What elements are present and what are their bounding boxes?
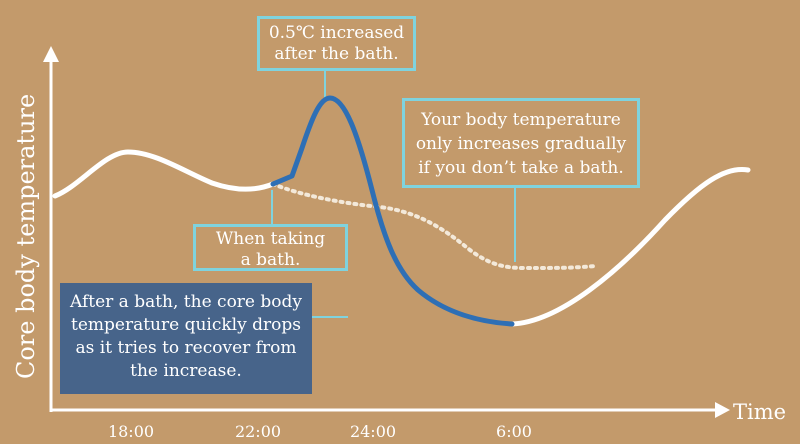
drop-annotation-line: temperature quickly drops (71, 315, 301, 335)
drop-annotation-line: as it tries to recover from (75, 338, 297, 358)
x-tick-label: 22:00 (235, 422, 281, 441)
peak-annotation: 0.5℃ increased after the bath. (257, 16, 416, 71)
taking-bath-annotation-line: a bath. (240, 250, 301, 270)
taking-bath-annotation-line: When taking (215, 229, 326, 249)
taking-bath-annotation: When taking a bath. (193, 224, 348, 271)
x-tick-label: 6:00 (496, 422, 532, 441)
drop-annotation: After a bath, the core body temperature … (60, 283, 312, 394)
x-tick-label: 18:00 (108, 422, 154, 441)
peak-annotation-line: after the bath. (274, 44, 399, 64)
no-bath-temperature-curve (271, 182, 597, 271)
peak-annotation-line: 0.5℃ increased (268, 23, 405, 43)
bath-temperature-curve (270, 95, 515, 327)
gradual-annotation-line: Your body temperature (421, 110, 621, 130)
gradual-annotation-line: only increases gradually (415, 134, 627, 154)
drop-annotation-line: After a bath, the core body (69, 292, 303, 312)
y-axis-label: Core body temperature (12, 94, 40, 379)
x-axis-label: Time (733, 400, 786, 424)
gradual-annotation-line: if you don’t take a bath. (418, 158, 624, 178)
normal-temperature-curve-recovery (509, 166, 751, 327)
normal-temperature-curve (52, 149, 276, 199)
x-axis-arrow (715, 402, 730, 418)
drop-annotation-line: the increase. (130, 361, 242, 381)
y-axis-arrow (43, 46, 59, 62)
gradual-annotation: Your body temperature only increases gra… (402, 98, 640, 188)
x-tick-label: 24:00 (350, 422, 396, 441)
